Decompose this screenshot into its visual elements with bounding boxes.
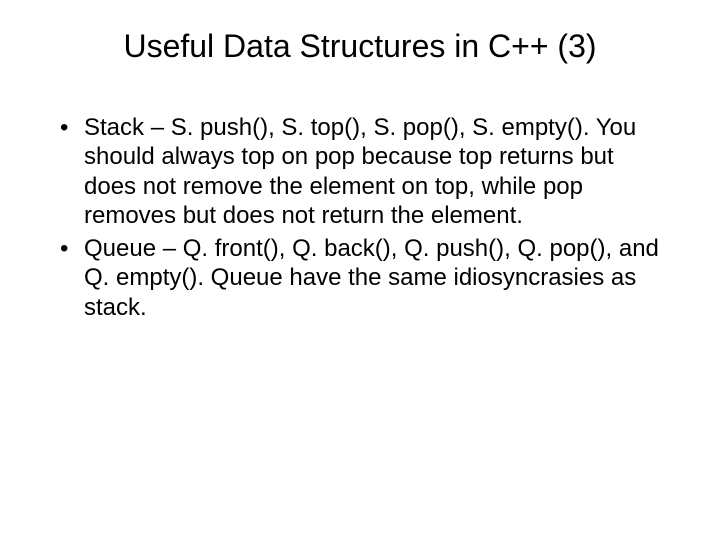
list-item: Queue – Q. front(), Q. back(), Q. push()… bbox=[60, 234, 672, 322]
slide-title: Useful Data Structures in C++ (3) bbox=[48, 28, 672, 65]
slide: Useful Data Structures in C++ (3) Stack … bbox=[0, 0, 720, 540]
list-item: Stack – S. push(), S. top(), S. pop(), S… bbox=[60, 113, 672, 230]
bullet-list: Stack – S. push(), S. top(), S. pop(), S… bbox=[48, 113, 672, 322]
